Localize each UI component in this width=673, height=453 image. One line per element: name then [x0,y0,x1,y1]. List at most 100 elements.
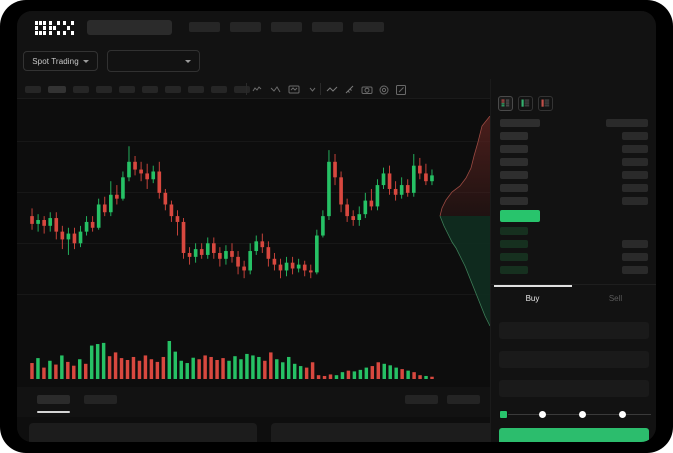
orderbook-ask-size[interactable] [622,132,648,140]
candlestick-series [30,146,434,279]
orderbook-bid-size[interactable] [622,253,648,261]
okx-logo-icon[interactable] [35,21,79,35]
chart-gridline [17,141,490,142]
search-input[interactable] [87,20,172,35]
tab-open-orders[interactable] [37,395,70,404]
tab-order-history[interactable] [84,395,117,404]
nav-item-earn[interactable] [271,22,302,32]
orderbook-bid-price[interactable] [500,266,528,274]
price-chart-panel[interactable] [17,99,490,331]
chevron-down-icon[interactable] [306,83,319,96]
chevron-down-icon [82,59,89,63]
line-chart-icon[interactable] [269,83,282,96]
volume-bar-series [30,341,434,379]
orderbook-rows[interactable] [491,119,656,299]
orderbook-ask-price[interactable] [500,171,528,179]
indicators-icon[interactable] [287,83,300,96]
okx-logo-x [63,21,74,35]
orderbook-ask-size[interactable] [622,171,648,179]
spot-trading-label: Spot Trading [32,56,79,66]
orderbook-trade-column: Buy Sell [490,79,656,442]
orderbook-bid-size[interactable] [622,266,648,274]
trendline-icon[interactable] [325,83,338,96]
bottom-panel-row [17,417,495,442]
orderbook-ask-size[interactable] [622,158,648,166]
orderbook-mode-group [498,96,553,111]
timeframe-5[interactable] [119,86,135,93]
orderbook-ask-size[interactable] [622,197,648,205]
screen: Spot Trading [17,11,656,442]
bottom-panel-right[interactable] [271,423,495,442]
orderbook-ask-size[interactable] [622,184,648,192]
order-type-field[interactable] [499,322,649,339]
orderbook-ask-price[interactable] [500,132,528,140]
orderbook-bid-price[interactable] [500,240,528,248]
buy-tab-underline [494,285,572,287]
chart-gridline [17,294,490,295]
slider-handle[interactable] [499,410,508,419]
orderbook-ask-size[interactable] [622,145,648,153]
nav-item-trade[interactable] [189,22,220,32]
chevron-down-icon [185,60,191,63]
nav-item-account[interactable] [353,22,384,32]
timeframe-8[interactable] [188,86,204,93]
slider-stop-25[interactable] [539,411,546,418]
orderbook-ask-price[interactable] [500,197,528,205]
timeframe-1[interactable] [25,86,41,93]
orderbook-ask-price[interactable] [500,184,528,192]
orderbook-bid-size[interactable] [622,240,648,248]
chart-gridline [17,243,490,244]
buy-submit-button[interactable] [499,428,649,442]
nav-item-more[interactable] [312,22,343,32]
timeframe-6[interactable] [142,86,158,93]
price-field[interactable] [499,351,649,368]
slider-track [505,413,651,415]
orderbook-ask-price[interactable] [500,145,528,153]
orderbook-ask-price[interactable] [500,119,540,127]
orders-tab-bar [17,387,490,417]
orderbook-bid-price[interactable] [500,227,528,235]
tab-buy[interactable]: Buy [525,293,540,303]
orderbook-both-icon[interactable] [498,96,513,111]
orderbook-bid-price[interactable] [500,253,528,261]
buy-sell-tab-group: Buy Sell [491,284,656,310]
candlestick-chart-icon[interactable] [251,83,264,96]
timeframe-2[interactable] [48,86,66,93]
chart-gridline [17,192,490,193]
slider-stop-50[interactable] [579,411,586,418]
orderbook-ask-size[interactable] [606,119,648,127]
orderbook-depth-chart [438,116,490,331]
timeframe-7[interactable] [165,86,181,93]
settings-gear-icon[interactable] [377,83,390,96]
timeframe-9[interactable] [211,86,227,93]
spot-trading-dropdown[interactable]: Spot Trading [23,51,98,71]
active-tab-underline [37,411,70,413]
top-navigation-bar [17,11,656,44]
amount-percent-slider[interactable] [499,409,651,419]
orderbook-ask-price[interactable] [500,158,528,166]
slider-stop-75[interactable] [619,411,626,418]
orderbook-last-price-highlight[interactable] [500,210,540,222]
okx-logo-o [35,21,46,35]
chart-toolbar [17,79,490,99]
fullscreen-icon[interactable] [394,83,407,96]
action-cancel-all[interactable] [447,395,480,404]
camera-icon[interactable] [360,83,373,96]
bottom-panel-left[interactable] [29,423,257,442]
okx-logo-k [49,21,60,35]
amount-field[interactable] [499,380,649,397]
timeframe-3[interactable] [73,86,89,93]
market-subheader: Spot Trading [17,44,656,117]
toolbar-divider-1 [246,83,247,95]
volume-chart-panel [17,331,490,387]
timeframe-4[interactable] [96,86,112,93]
ruler-icon[interactable] [343,83,356,96]
tab-sell[interactable]: Sell [608,293,623,303]
timeframe-10[interactable] [234,86,250,93]
action-hide-other-pairs[interactable] [405,395,438,404]
trading-pair-dropdown[interactable] [107,50,200,72]
orderbook-bids-icon[interactable] [518,96,533,111]
orderbook-asks-icon[interactable] [538,96,553,111]
toolbar-divider-2 [320,83,321,95]
nav-item-markets[interactable] [230,22,261,32]
